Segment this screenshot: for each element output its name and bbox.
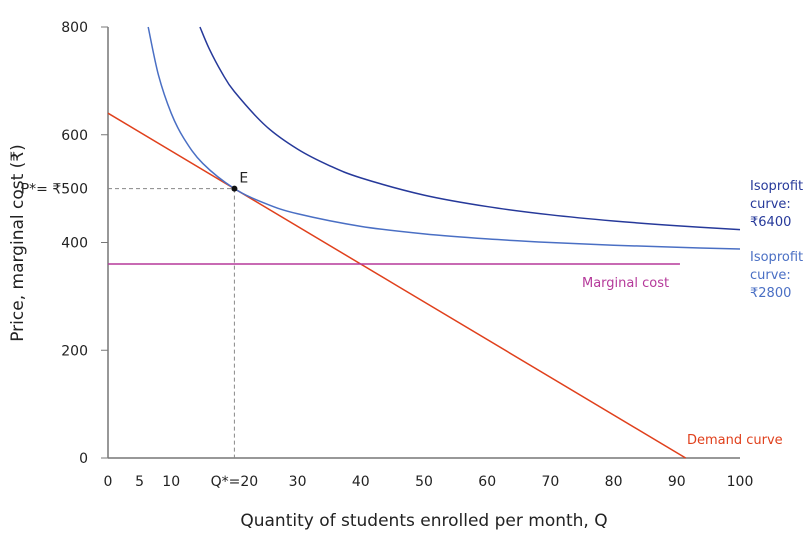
isoprofit-curve-2800 [147,26,741,250]
x-tick-label: 80 [605,474,623,490]
x-tick-label: Q*=20 [211,474,259,490]
y-tick-label: P*= ₹500 [21,182,88,198]
isoprofit-6400-label: ₹6400 [750,215,791,230]
demand-curve-label: Demand curve [687,433,783,448]
y-axis-label: Price, marginal cost (₹) [8,144,28,342]
y-tick-label: 200 [61,343,88,359]
marginal-cost-label: Marginal cost [582,276,669,291]
x-tick-label: 50 [415,474,433,490]
isoprofit-curve-6400 [199,26,741,231]
demand-curve [107,112,687,459]
y-tick-label: 0 [79,451,88,467]
x-axis-label: Quantity of students enrolled per month,… [240,511,607,531]
x-tick-label: 0 [104,474,113,490]
y-tick-label: 400 [61,236,88,252]
y-tick-label: 600 [61,128,88,144]
x-tick-label: 10 [162,474,180,490]
x-tick-label: 40 [352,474,370,490]
isoprofit-6400-label: curve: [750,197,791,212]
point-e [231,185,238,192]
isoprofit-2800-label: Isoprofit [750,250,803,265]
y-tick-label: 800 [61,20,88,36]
isoprofit-2800-label: curve: [750,268,791,283]
isoprofit-2800-label: ₹2800 [750,286,791,301]
isoprofit-6400-label: Isoprofit [750,179,803,194]
x-tick-label: 90 [668,474,686,490]
x-tick-label: 100 [727,474,754,490]
x-tick-label: 60 [478,474,496,490]
x-tick-label: 30 [289,474,307,490]
x-tick-label: 70 [541,474,559,490]
point-e-label: E [239,171,248,187]
x-tick-label: 5 [135,474,144,490]
